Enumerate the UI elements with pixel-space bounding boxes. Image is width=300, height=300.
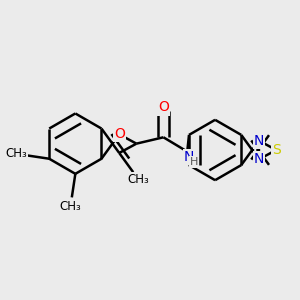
Text: N: N	[184, 150, 194, 164]
Text: N: N	[254, 134, 264, 148]
Text: CH₃: CH₃	[59, 200, 81, 213]
Text: CH₃: CH₃	[128, 173, 149, 186]
Text: S: S	[272, 143, 280, 157]
Text: CH₃: CH₃	[5, 147, 27, 160]
Text: N: N	[254, 152, 264, 166]
Text: O: O	[158, 100, 169, 114]
Text: H: H	[190, 157, 198, 167]
Text: O: O	[114, 127, 125, 141]
